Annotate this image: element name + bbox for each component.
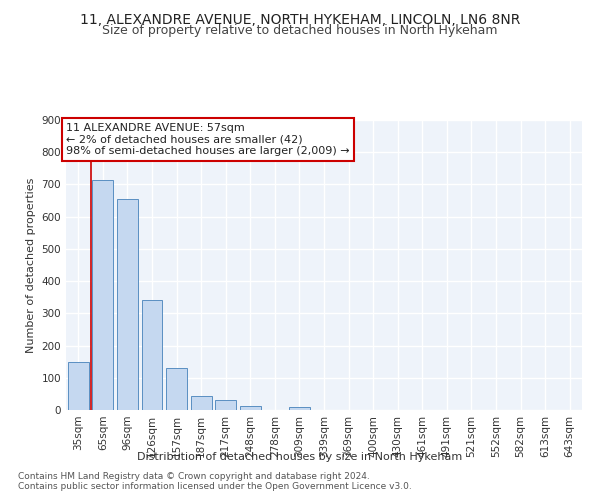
Bar [142, 300, 163, 410]
Bar [215, 400, 236, 410]
Bar [191, 396, 212, 410]
Bar [92, 180, 113, 410]
Bar [166, 368, 187, 410]
Text: 11, ALEXANDRE AVENUE, NORTH HYKEHAM, LINCOLN, LN6 8NR: 11, ALEXANDRE AVENUE, NORTH HYKEHAM, LIN… [80, 12, 520, 26]
Text: Size of property relative to detached houses in North Hykeham: Size of property relative to detached ho… [102, 24, 498, 37]
Text: 11 ALEXANDRE AVENUE: 57sqm
← 2% of detached houses are smaller (42)
98% of semi-: 11 ALEXANDRE AVENUE: 57sqm ← 2% of detac… [66, 123, 350, 156]
Text: Distribution of detached houses by size in North Hykeham: Distribution of detached houses by size … [137, 452, 463, 462]
Text: Contains HM Land Registry data © Crown copyright and database right 2024.: Contains HM Land Registry data © Crown c… [18, 472, 370, 481]
Bar [240, 406, 261, 410]
Text: Contains public sector information licensed under the Open Government Licence v3: Contains public sector information licen… [18, 482, 412, 491]
Y-axis label: Number of detached properties: Number of detached properties [26, 178, 36, 352]
Bar [117, 199, 138, 410]
Bar [68, 362, 89, 410]
Bar [289, 407, 310, 410]
